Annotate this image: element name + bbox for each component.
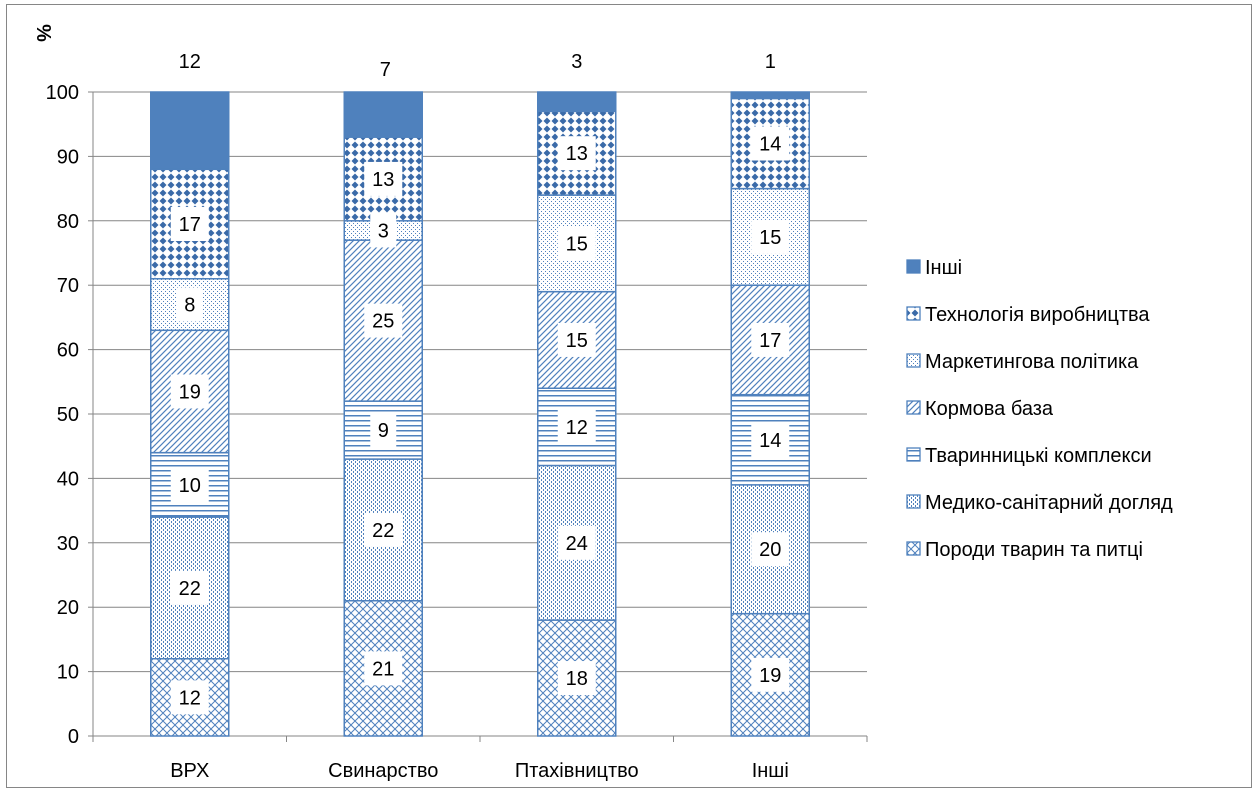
data-label-птахівництво-series-6: 3 — [571, 51, 582, 73]
bar-segment-врх-series-6 — [150, 91, 230, 171]
data-label-bg — [751, 657, 790, 692]
y-tick-label-90: 90 — [57, 146, 79, 168]
data-label-птахівництво-series-1: 24 — [566, 533, 588, 555]
data-label-свинарство-series-5: 13 — [372, 169, 394, 191]
data-label-bg — [751, 126, 790, 161]
data-label-bg — [170, 374, 209, 409]
data-label-bg — [557, 409, 596, 444]
data-label-інші-series-2: 14 — [759, 430, 781, 452]
legend-label-інші: Інші — [925, 257, 962, 279]
legend-swatch-породи-тварин-та-питці — [906, 541, 921, 556]
legend-swatch-маркетингова-політика — [906, 353, 921, 368]
y-tick-label-50: 50 — [57, 404, 79, 426]
data-label-bg — [170, 207, 209, 242]
data-label-врх-series-6: 12 — [179, 51, 201, 73]
data-label-врх-series-0: 12 — [179, 687, 201, 709]
data-label-свинарство-series-1: 22 — [372, 520, 394, 542]
data-label-bg — [557, 226, 596, 261]
data-label-bg — [170, 570, 209, 605]
data-label-врх-series-1: 22 — [179, 578, 201, 600]
data-label-інші-series-5: 14 — [759, 134, 781, 156]
y-tick-label-60: 60 — [57, 340, 79, 362]
data-label-птахівництво-series-5: 13 — [566, 143, 588, 165]
data-label-bg — [557, 525, 596, 560]
legend-label-маркетингова-політика: Маркетингова політика — [925, 351, 1139, 373]
legend-swatch-технологія-виробництва — [906, 306, 921, 321]
data-label-bg — [370, 413, 397, 448]
data-label-bg — [170, 467, 209, 502]
data-label-птахівництво-series-4: 15 — [566, 233, 588, 255]
data-label-bg — [557, 322, 596, 357]
data-label-свинарство-series-0: 21 — [372, 658, 394, 680]
y-tick-label-20: 20 — [57, 597, 79, 619]
data-label-інші-series-4: 15 — [759, 227, 781, 249]
data-label-інші-series-1: 20 — [759, 539, 781, 561]
legend-label-медико-санітарний-догляд: Медико-санітарний догляд — [925, 492, 1173, 514]
legend: Інші Технологія виробництва Маркетингова п… — [906, 257, 1173, 561]
data-label-bg — [751, 322, 790, 357]
x-tick-label-інші: Інші — [752, 760, 789, 782]
data-label-bg — [557, 661, 596, 696]
data-label-bg — [176, 287, 203, 322]
x-tick-label-свинарство: Свинарство — [328, 760, 438, 782]
bar-segment-птахівництво-series-6 — [537, 91, 617, 113]
bar-segment-інші-series-4 — [730, 187, 810, 286]
legend-swatch-медико-санітарний-догляд — [906, 494, 921, 509]
bar-segment-інші-series-6 — [730, 91, 810, 100]
data-label-bg — [364, 161, 403, 196]
data-label-птахівництво-series-3: 15 — [566, 330, 588, 352]
legend-label-породи-тварин-та-питці: Породи тварин та питці — [925, 539, 1143, 561]
data-label-врх-series-2: 10 — [179, 475, 201, 497]
chart-frame: 0 10 20 30 40 50 60 70 80 90 100% ВРХ Свинарство Птах… — [6, 4, 1252, 788]
data-label-bg — [370, 213, 397, 248]
legend-label-кормова-база: Кормова база — [925, 398, 1054, 420]
y-tick-label-40: 40 — [57, 468, 79, 490]
legend-swatch-інші — [906, 259, 921, 274]
y-tick-label-100: 100 — [46, 82, 79, 104]
x-tick-label-птахівництво: Птахівництво — [515, 760, 639, 782]
data-label-інші-series-6: 1 — [765, 51, 776, 73]
legend-label-тваринницькі-комплекси: Тваринницькі комплекси — [925, 445, 1152, 467]
data-label-bg — [751, 219, 790, 254]
data-label-bg — [751, 422, 790, 457]
data-label-свинарство-series-2: 9 — [378, 420, 389, 442]
data-label-птахівництво-series-2: 12 — [566, 417, 588, 439]
y-axis-label: % — [32, 24, 54, 42]
legend-swatch-тваринницькі-комплекси — [906, 447, 921, 462]
data-label-свинарство-series-3: 25 — [372, 311, 394, 333]
y-tick-label-70: 70 — [57, 275, 79, 297]
bars — [150, 91, 810, 737]
axes: 0 10 20 30 40 50 60 70 80 90 100% ВРХ Свинарство Птах… — [32, 24, 868, 782]
data-label-врх-series-5: 17 — [179, 214, 201, 236]
data-label-bg — [364, 303, 403, 338]
y-tick-label-10: 10 — [57, 662, 79, 684]
data-label-bg — [364, 512, 403, 547]
x-tick-label-врх: ВРХ — [170, 760, 209, 782]
data-label-bg — [170, 680, 209, 715]
legend-label-технологія-виробництва: Технологія виробництва — [925, 304, 1150, 326]
bar-segment-свинарство-series-6 — [343, 91, 423, 138]
y-tick-label-80: 80 — [57, 211, 79, 233]
y-tick-label-0: 0 — [68, 726, 79, 748]
data-label-врх-series-4: 8 — [184, 295, 195, 317]
data-label-bg — [364, 651, 403, 686]
data-label-інші-series-0: 19 — [759, 665, 781, 687]
y-tick-label-30: 30 — [57, 533, 79, 555]
stacked-bar-chart: 0 10 20 30 40 50 60 70 80 90 100% ВРХ Свинарство Птах… — [32, 24, 1173, 782]
data-label-bg — [751, 532, 790, 567]
data-label-свинарство-series-6: 7 — [380, 59, 391, 81]
legend-swatch-кормова-база — [906, 400, 921, 415]
data-label-птахівництво-series-0: 18 — [566, 668, 588, 690]
data-label-інші-series-3: 17 — [759, 330, 781, 352]
data-label-врх-series-3: 19 — [179, 381, 201, 403]
data-label-bg — [557, 136, 596, 171]
data-label-свинарство-series-4: 3 — [378, 220, 389, 242]
